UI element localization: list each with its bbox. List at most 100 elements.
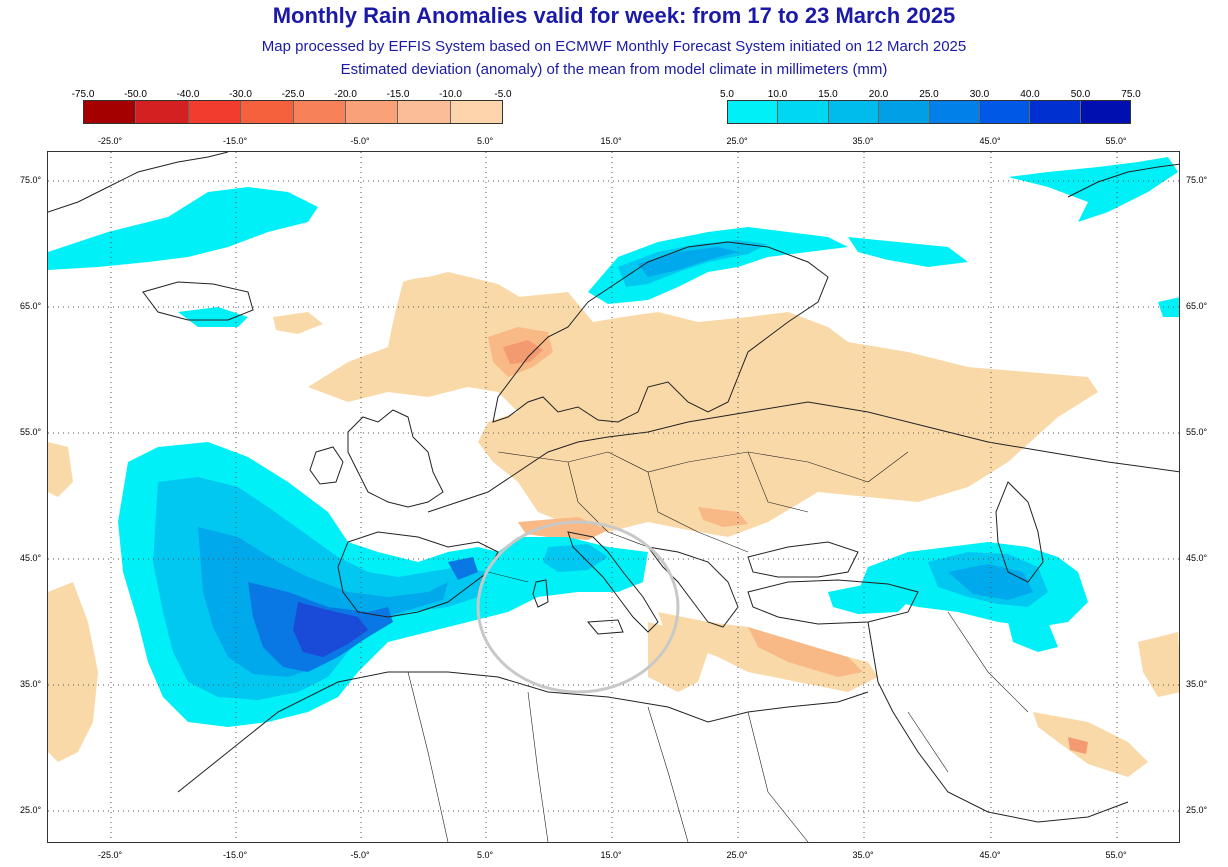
wet-area-balearic bbox=[448, 557, 478, 580]
wet-area-norway-sweden bbox=[588, 227, 848, 304]
latitude-labels-right: 75.0° 65.0° 55.0° 45.0° 35.0° 25.0° bbox=[1186, 0, 1226, 867]
latitude-labels-left: 75.0° 65.0° 55.0° 45.0° 35.0° 25.0° bbox=[20, 0, 60, 867]
border-lines bbox=[407, 451, 1029, 842]
legend-positive-swatch-1 bbox=[778, 101, 829, 123]
lon-label: 15.0° bbox=[600, 850, 622, 860]
lon-label: 55.0° bbox=[1105, 136, 1127, 146]
longitude-labels-top: -25.0° -15.0° -5.0° 5.0° 15.0° 25.0° 35.… bbox=[0, 136, 1228, 148]
legend-negative-anomaly: -75.0 -50.0 -40.0 -30.0 -25.0 -20.0 -15.… bbox=[72, 89, 512, 125]
legend-positive-anomaly: 5.0 10.0 15.0 20.0 25.0 30.0 40.0 50.0 7… bbox=[720, 89, 1141, 125]
coast-italy bbox=[567, 531, 659, 633]
legend-positive-ticks: 5.0 10.0 15.0 20.0 25.0 30.0 40.0 50.0 7… bbox=[720, 89, 1141, 100]
lon-label: -25.0° bbox=[97, 136, 123, 146]
dry-core-arabia bbox=[1068, 737, 1088, 754]
wet-area-arctic-east bbox=[848, 237, 968, 267]
coast-uk bbox=[347, 409, 444, 508]
legend-tick: -75.0 bbox=[71, 89, 95, 100]
longitude-labels-bottom: -25.0° -15.0° -5.0° 5.0° 15.0° 25.0° 35.… bbox=[0, 850, 1228, 862]
coastlines bbox=[48, 152, 1179, 823]
legend-positive-swatch-6 bbox=[1030, 101, 1081, 123]
legend-negative-colorbar bbox=[83, 100, 503, 124]
legend-tick: 5.0 bbox=[720, 89, 734, 100]
legend-tick: 10.0 bbox=[767, 89, 788, 100]
dry-area-caspian bbox=[1138, 632, 1179, 697]
legend-tick: 40.0 bbox=[1020, 89, 1040, 100]
lat-label: 55.0° bbox=[20, 427, 42, 437]
lon-label: -5.0° bbox=[350, 850, 370, 860]
lon-label: -15.0° bbox=[222, 850, 248, 860]
legend-positive-swatch-5 bbox=[979, 101, 1031, 123]
legend-positive-swatch-0 bbox=[728, 101, 779, 123]
coast-iberia bbox=[337, 531, 499, 618]
lat-label: 45.0° bbox=[20, 553, 42, 563]
coast-caspian bbox=[995, 481, 1044, 583]
legend-tick: 20.0 bbox=[868, 89, 889, 100]
legend-positive-swatch-3 bbox=[879, 101, 930, 123]
legend-tick: -5.0 bbox=[494, 89, 512, 100]
lat-label: 65.0° bbox=[20, 301, 42, 311]
coast-sardinia bbox=[532, 579, 549, 608]
legend-negative-swatch-2 bbox=[188, 101, 242, 123]
legend-tick: -15.0 bbox=[386, 89, 410, 100]
lon-label: 25.0° bbox=[726, 850, 748, 860]
legend-negative-swatch-5 bbox=[345, 101, 399, 123]
lon-label: 45.0° bbox=[979, 136, 1001, 146]
lon-label: 35.0° bbox=[852, 850, 874, 860]
coast-turkey bbox=[747, 579, 919, 625]
dry-area-arabia bbox=[1033, 712, 1148, 777]
wet-anomaly-level5 bbox=[293, 602, 368, 657]
map-subtitle-description: Estimated deviation (anomaly) of the mea… bbox=[340, 61, 888, 78]
lat-label: 55.0° bbox=[1186, 427, 1208, 437]
legend-tick: 30.0 bbox=[969, 89, 990, 100]
legend-positive-swatch-2 bbox=[828, 101, 880, 123]
wet-area-iraq bbox=[1008, 622, 1058, 652]
lat-label: 25.0° bbox=[1186, 805, 1208, 815]
lon-label: 15.0° bbox=[600, 136, 622, 146]
dry-area-central-east bbox=[698, 507, 748, 527]
legend-tick: -25.0 bbox=[281, 89, 305, 100]
coast-greenland bbox=[48, 152, 229, 213]
legend-negative-swatch-4 bbox=[293, 101, 346, 123]
lat-label: 35.0° bbox=[1186, 679, 1208, 689]
coast-ireland bbox=[309, 446, 344, 485]
legend-negative-ticks: -75.0 -50.0 -40.0 -30.0 -25.0 -20.0 -15.… bbox=[72, 89, 512, 100]
legend-negative-swatch-3 bbox=[241, 101, 294, 123]
wet-area-iceland bbox=[178, 307, 248, 327]
dry-anomaly-strongest bbox=[503, 340, 1088, 754]
map-canvas bbox=[48, 152, 1179, 842]
lat-label: 35.0° bbox=[20, 679, 42, 689]
legend-tick: 25.0 bbox=[919, 89, 939, 100]
legend-tick: 50.0 bbox=[1070, 89, 1091, 100]
lon-label: 5.0° bbox=[476, 850, 494, 860]
legend-negative-swatch-1 bbox=[136, 101, 189, 123]
coast-scandinavia bbox=[492, 241, 829, 423]
dry-area-turkey-south bbox=[748, 627, 863, 677]
legend-positive-swatch-7 bbox=[1080, 101, 1130, 123]
anomaly-map bbox=[47, 151, 1180, 843]
coast-iceland bbox=[142, 281, 254, 321]
legend-negative-swatch-7 bbox=[450, 101, 502, 123]
dry-area-north-europe bbox=[308, 277, 1098, 537]
lat-label: 45.0° bbox=[1186, 553, 1208, 563]
highlight-circle bbox=[476, 520, 680, 694]
country-borders bbox=[407, 451, 1029, 842]
legend-negative-swatch-0 bbox=[84, 101, 137, 123]
map-subtitle-source: Map processed by EFFIS System based on E… bbox=[261, 38, 967, 55]
lon-label: 5.0° bbox=[476, 136, 494, 146]
lon-label: 25.0° bbox=[726, 136, 748, 146]
legend-positive-swatch-4 bbox=[929, 101, 980, 123]
lat-label: 75.0° bbox=[20, 175, 42, 185]
legend-negative-swatch-6 bbox=[398, 101, 451, 123]
coast-sicily bbox=[586, 619, 624, 635]
wet-area-scandinavia-core bbox=[638, 247, 738, 277]
lon-label: 45.0° bbox=[979, 850, 1001, 860]
dry-area-atlantic-west bbox=[48, 582, 98, 762]
lat-label: 75.0° bbox=[1186, 175, 1208, 185]
dry-area-norway-sea bbox=[408, 272, 528, 327]
lon-label: 55.0° bbox=[1105, 850, 1127, 860]
legend-tick: -40.0 bbox=[176, 89, 200, 100]
coast-black-sea bbox=[747, 541, 859, 578]
lon-label: -15.0° bbox=[222, 136, 248, 146]
lon-label: 35.0° bbox=[852, 136, 874, 146]
legend-tick: 15.0 bbox=[818, 89, 838, 100]
